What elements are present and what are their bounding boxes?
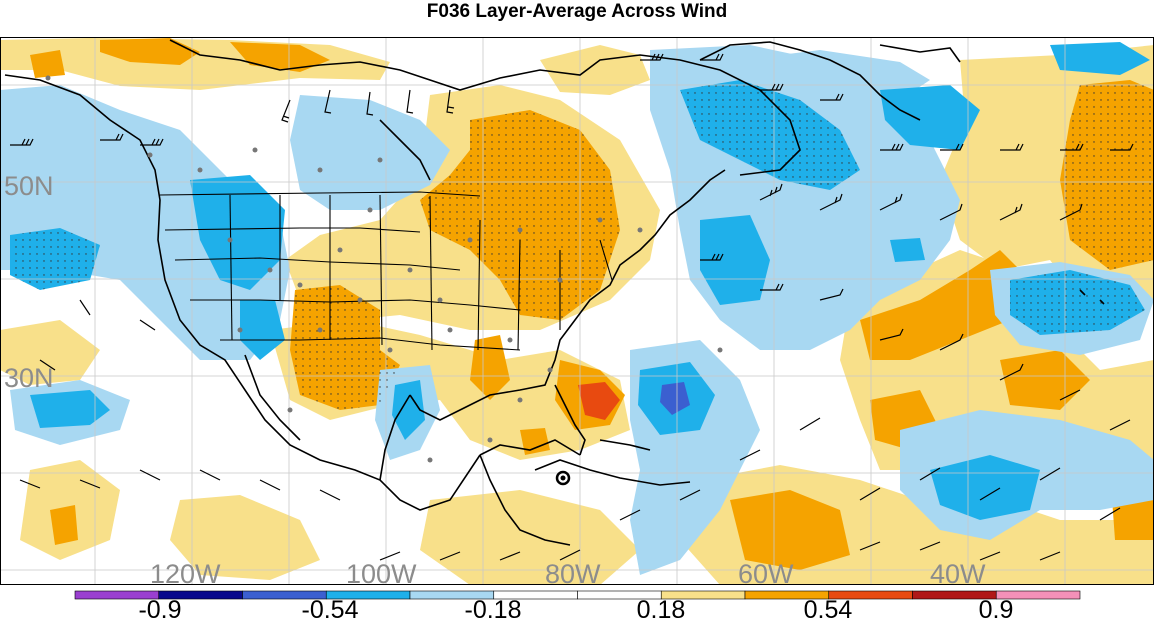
positive-region: [50, 505, 78, 545]
storm-marker: [555, 470, 571, 486]
stipple-overlay: [1060, 80, 1154, 270]
negative-region: [930, 455, 1040, 520]
negative-region: [890, 238, 925, 262]
negative-region: [700, 215, 770, 305]
negative-region: [1050, 42, 1150, 75]
colorbar: [74, 590, 1081, 600]
strong-positive-region: [578, 382, 620, 420]
negative-region: [190, 175, 285, 290]
negative-region: [240, 300, 285, 360]
colorbar-swatch: [995, 590, 1081, 600]
lat-lon-grid: [0, 37, 1154, 585]
lat-label-30n: 30N: [4, 363, 54, 393]
colorbar-labels: -0.9 -0.54 -0.18 0.18 0.54 0.9: [138, 596, 1013, 622]
weak-positive-region: [0, 320, 100, 385]
colorbar-label: -0.18: [465, 596, 522, 622]
weak-positive-region: [170, 495, 320, 580]
positive-region: [470, 335, 510, 400]
lon-label-60w: 60W: [738, 559, 794, 589]
stipple-overlay: [680, 80, 860, 190]
lon-label-40w: 40W: [930, 559, 986, 589]
station-dots: [45, 75, 723, 463]
positive-region: [730, 490, 850, 570]
negative-region: [30, 390, 110, 428]
weak-negative-region: [740, 50, 930, 100]
stipple-overlay: [420, 110, 620, 320]
coastlines-and-borders: [4, 39, 1105, 546]
positive-region: [860, 250, 1030, 360]
colorbar-label: -0.9: [138, 596, 181, 622]
lat-label-50n: 50N: [4, 171, 54, 201]
positive-region: [100, 38, 200, 65]
colorbar-label: -0.54: [302, 596, 359, 622]
positive-region: [30, 50, 65, 78]
negative-region: [880, 85, 980, 150]
weak-negative-region: [290, 95, 450, 210]
colorbar-label: 0.9: [979, 596, 1014, 622]
negative-region: [392, 380, 425, 440]
stipple-overlay: [10, 228, 100, 290]
lon-label-120w: 120W: [150, 559, 221, 589]
stipple-overlay: [1010, 270, 1145, 335]
anomaly-shading: [0, 38, 1154, 585]
weak-negative-region: [0, 85, 290, 360]
positive-region: [520, 428, 550, 455]
weak-positive-region: [420, 490, 640, 585]
strong-negative-region: [660, 382, 690, 415]
colorbar-label: 0.18: [637, 596, 686, 622]
map-plot-area: 50N 30N 120W 100W 80W 60W 40W: [0, 37, 1154, 589]
map-title: F036 Layer-Average Across Wind: [426, 1, 728, 22]
stipple-overlay: [290, 285, 400, 410]
colorbar-label: 0.54: [804, 596, 853, 622]
state-borders: [159, 191, 613, 351]
lon-label-100w: 100W: [346, 559, 417, 589]
lon-label-80w: 80W: [545, 559, 601, 589]
wind-barbs: [10, 53, 1134, 561]
